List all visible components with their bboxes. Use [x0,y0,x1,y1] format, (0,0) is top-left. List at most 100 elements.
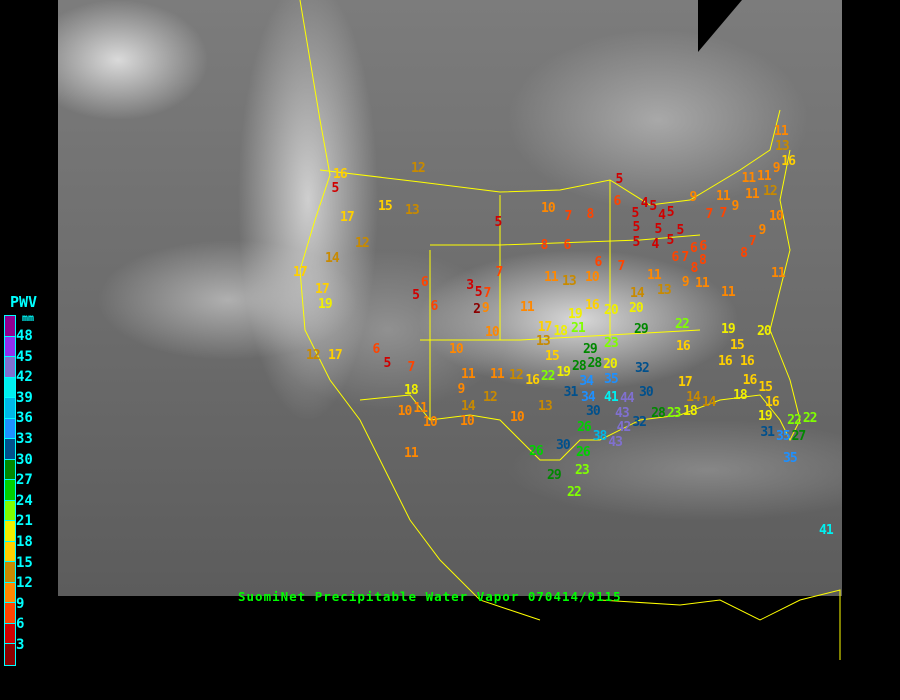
legend-swatch [5,316,15,337]
station-pwv-value: 12 [355,235,370,251]
station-pwv-value: 11 [413,400,428,416]
station-pwv-value: 12 [509,367,524,383]
station-pwv-value: 34 [579,373,594,389]
station-pwv-value: 11 [771,265,786,281]
station-pwv-value: 5 [331,181,340,197]
station-pwv-value: 16 [742,373,758,389]
station-pwv-value: 6 [613,193,622,209]
station-pwv-value: 31 [563,384,579,400]
station-pwv-value: 11 [461,367,476,383]
state-lines [430,234,701,246]
station-pwv-value: 9 [457,381,466,397]
station-pwv-value: 16 [525,372,540,388]
station-pwv-value: 19 [568,306,583,322]
station-pwv-value: 7 [719,205,728,221]
station-pwv-value: 11 [695,275,710,291]
station-pwv-value: 17 [293,264,308,280]
station-pwv-value: 11 [404,445,419,461]
station-pwv-value: 11 [721,284,736,300]
station-pwv-value: 28 [587,356,603,372]
station-pwv-value: 5 [654,222,663,238]
station-pwv-value: 43 [615,405,630,421]
station-pwv-value: 15 [545,348,560,364]
station-pwv-value: 23 [604,335,619,351]
legend-tick: 45 [16,348,33,365]
station-pwv-value: 20 [757,323,772,339]
legend-swatch [5,500,15,521]
station-pwv-value: 9 [758,222,767,238]
legend-tick: 24 [16,492,33,509]
station-pwv-value: 17 [537,319,553,335]
station-pwv-value: 35 [776,428,791,444]
station-pwv-value: 23 [575,462,590,478]
legend-tick: 9 [16,595,25,612]
station-pwv-value: 5 [412,287,420,303]
station-pwv-value: 9 [681,274,690,290]
station-pwv-value: 20 [604,302,619,318]
station-pwv-value: 8 [699,253,707,269]
station-pwv-value: 14 [461,399,476,415]
station-pwv-value: 16 [718,353,733,369]
us-canada-border [319,109,781,206]
station-pwv-value: 5 [676,222,685,238]
station-pwv-value: 26 [576,444,591,460]
station-pwv-value: 13 [538,398,553,414]
station-pwv-value: 11 [741,171,756,187]
station-pwv-value: 19 [318,296,333,312]
station-pwv-value: 9 [481,300,490,316]
station-pwv-value: 17 [678,374,693,390]
station-pwv-value: 11 [520,299,535,315]
station-pwv-value: 22 [675,316,690,332]
legend-swatch [5,562,15,583]
station-pwv-value: 10 [585,269,600,285]
legend-swatch [5,418,15,439]
legend-swatch [5,541,15,562]
station-pwv-value: 5 [631,205,640,221]
station-pwv-value: 19 [721,321,736,337]
station-pwv-value: 11 [544,269,559,285]
station-pwv-value: 14 [325,250,340,266]
station-pwv-value: 5 [666,232,675,248]
station-pwv-value: 11 [716,188,731,204]
station-pwv-value: 11 [745,186,760,202]
station-pwv-value: 6 [594,255,603,271]
station-pwv-value: 41 [604,389,619,405]
station-pwv-value: 15 [378,198,393,214]
station-pwv-value: 8 [740,245,748,261]
station-pwv-value: 13 [405,202,420,218]
station-pwv-value: 14 [701,394,717,410]
yucatan-coast [599,589,841,660]
station-pwv-value: 5 [615,171,624,187]
station-pwv-value: 7 [705,206,714,222]
station-pwv-value: 23 [666,405,682,421]
legend-tick: 42 [16,369,33,386]
station-pwv-value: 7 [495,264,504,280]
station-pwv-value: 18 [683,404,698,420]
station-pwv-value: 5 [383,355,392,371]
station-pwv-value: 4 [651,237,660,253]
station-pwv-value: 27 [791,428,807,444]
no-data-region [698,0,742,52]
station-pwv-value: 4 [658,207,666,223]
station-pwv-value: 26 [529,443,544,459]
station-pwv-value: 12 [763,184,778,199]
station-pwv-value: 8 [690,261,698,277]
legend-swatch [5,398,15,419]
station-pwv-value: 17 [328,347,343,363]
station-pwv-value: 6 [372,341,381,357]
station-pwv-value: 10 [485,324,500,340]
station-pwv-value: 4 [640,195,649,211]
station-pwv-value: 10 [397,403,413,419]
station-pwv-value: 11 [757,169,772,185]
station-pwv-value: 7 [748,233,757,249]
station-pwv-value: 31 [760,424,775,440]
station-pwv-value: 5 [649,198,657,214]
color-legend [4,315,16,666]
station-pwv-value: 7 [681,249,689,265]
station-pwv-value: 11 [774,123,789,139]
station-pwv-value: 17 [340,209,355,225]
station-pwv-value: 7 [407,359,416,375]
legend-tick: 27 [16,472,33,489]
satellite-map [58,0,842,596]
station-pwv-value: 15 [758,380,773,396]
